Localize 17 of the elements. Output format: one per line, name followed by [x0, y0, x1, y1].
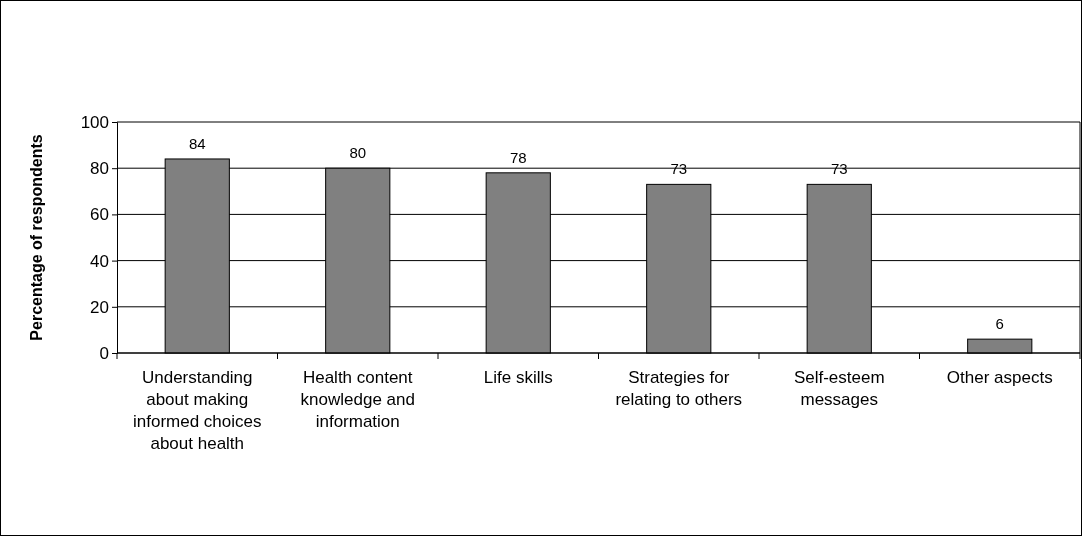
y-axis-title: Percentage of respondents: [28, 134, 45, 341]
x-tick-label: Self-esteem messages: [793, 368, 885, 410]
y-tick-label: 0: [99, 343, 109, 363]
y-tick-label: 60: [90, 205, 109, 225]
y-tick-label: 40: [90, 251, 109, 271]
x-tick-label: Strategies for relating to others: [615, 368, 743, 410]
x-tick-label: Health content knowledge and information: [300, 368, 415, 432]
data-label: 84: [188, 134, 206, 152]
y-tick-label: 80: [90, 159, 109, 179]
x-tick-label: Life skills: [483, 368, 553, 387]
x-tick-label: Understanding about making informed choices about health: [132, 368, 262, 454]
data-label: 6: [995, 315, 1004, 333]
data-label: 78: [509, 148, 527, 166]
data-label: 80: [349, 144, 367, 162]
y-tick-label: 100: [80, 112, 109, 132]
y-tick-label: 20: [90, 297, 109, 317]
x-tick-label: Other aspects: [946, 368, 1053, 387]
